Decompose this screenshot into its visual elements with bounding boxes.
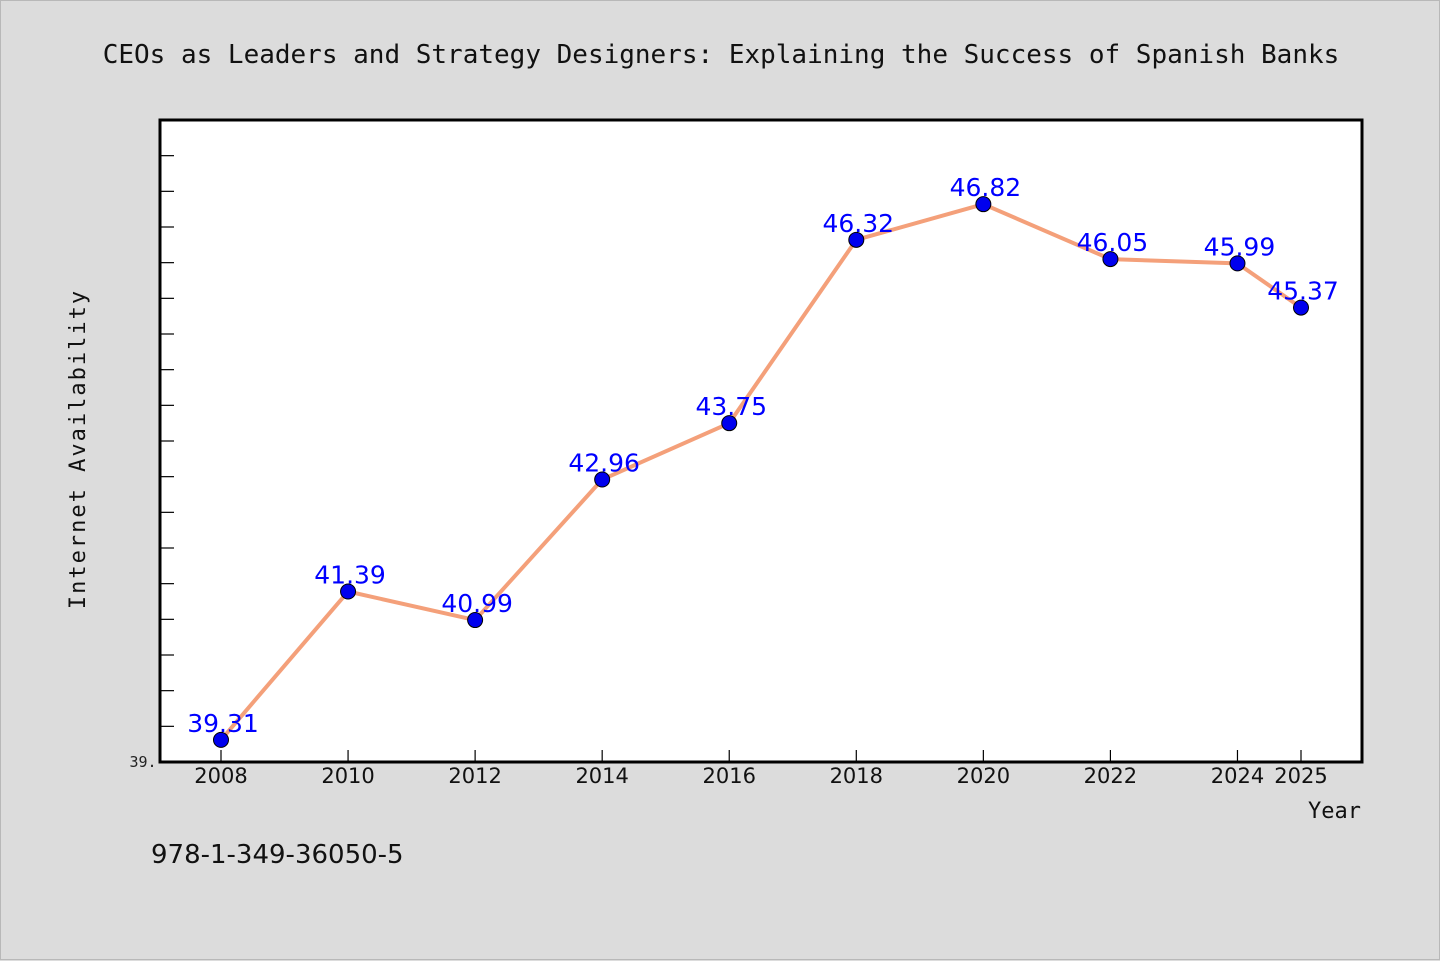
x-tick-label: 2020 — [957, 764, 1010, 788]
data-point — [1293, 299, 1309, 316]
x-axis-ticks — [220, 750, 1302, 762]
data-point — [340, 583, 357, 600]
x-tick-label: 2022 — [1084, 764, 1137, 788]
data-point — [594, 471, 611, 488]
data-points — [213, 196, 1309, 748]
isbn-footer: 978-1-349-36050-5 — [151, 840, 404, 870]
x-axis-label: Year — [1308, 799, 1361, 824]
y-axis-label: Internet Availability — [66, 289, 91, 609]
x-tick-label: 2025 — [1274, 764, 1327, 788]
data-label: 46.05 — [1077, 228, 1149, 257]
data-point — [1229, 255, 1246, 272]
x-tick-label: 2018 — [830, 764, 883, 788]
x-tick-label: 2014 — [575, 764, 628, 788]
data-point — [213, 731, 229, 748]
data-point — [467, 612, 484, 629]
data-point — [721, 415, 738, 432]
data-label: 43.75 — [695, 392, 767, 421]
x-tick-label: 2008 — [194, 764, 247, 788]
data-label: 45.99 — [1204, 232, 1276, 261]
x-tick-label: 2012 — [448, 764, 501, 788]
data-point — [848, 231, 865, 248]
x-tick-label: 2024 — [1211, 764, 1264, 788]
data-label: 46.82 — [950, 173, 1022, 202]
y-axis-tick-label: 39. — [129, 753, 156, 771]
data-label: 46.32 — [823, 209, 895, 238]
series-line — [219, 202, 1303, 742]
plot-area — [158, 118, 1364, 764]
chart-title: CEOs as Leaders and Strategy Designers: … — [103, 40, 1340, 70]
y-axis-ticks — [160, 155, 174, 727]
x-tick-label: 2016 — [703, 764, 756, 788]
data-label: 41.39 — [314, 561, 386, 590]
x-tick-label: 2010 — [321, 764, 374, 788]
data-label: 42.96 — [568, 449, 640, 478]
data-point — [1102, 251, 1119, 268]
data-labels: 39.31 41.39 40.99 42.96 43.75 46.32 46.82 46.05… — [187, 173, 1339, 738]
data-point — [975, 196, 992, 213]
data-label: 45.37 — [1267, 277, 1339, 306]
data-label: 39.31 — [187, 709, 259, 738]
data-label: 40.99 — [441, 589, 513, 618]
x-axis-tick-labels: 2008 2010 2012 2014 2016 2018 2020 2022 2024 2025 — [194, 764, 1327, 788]
